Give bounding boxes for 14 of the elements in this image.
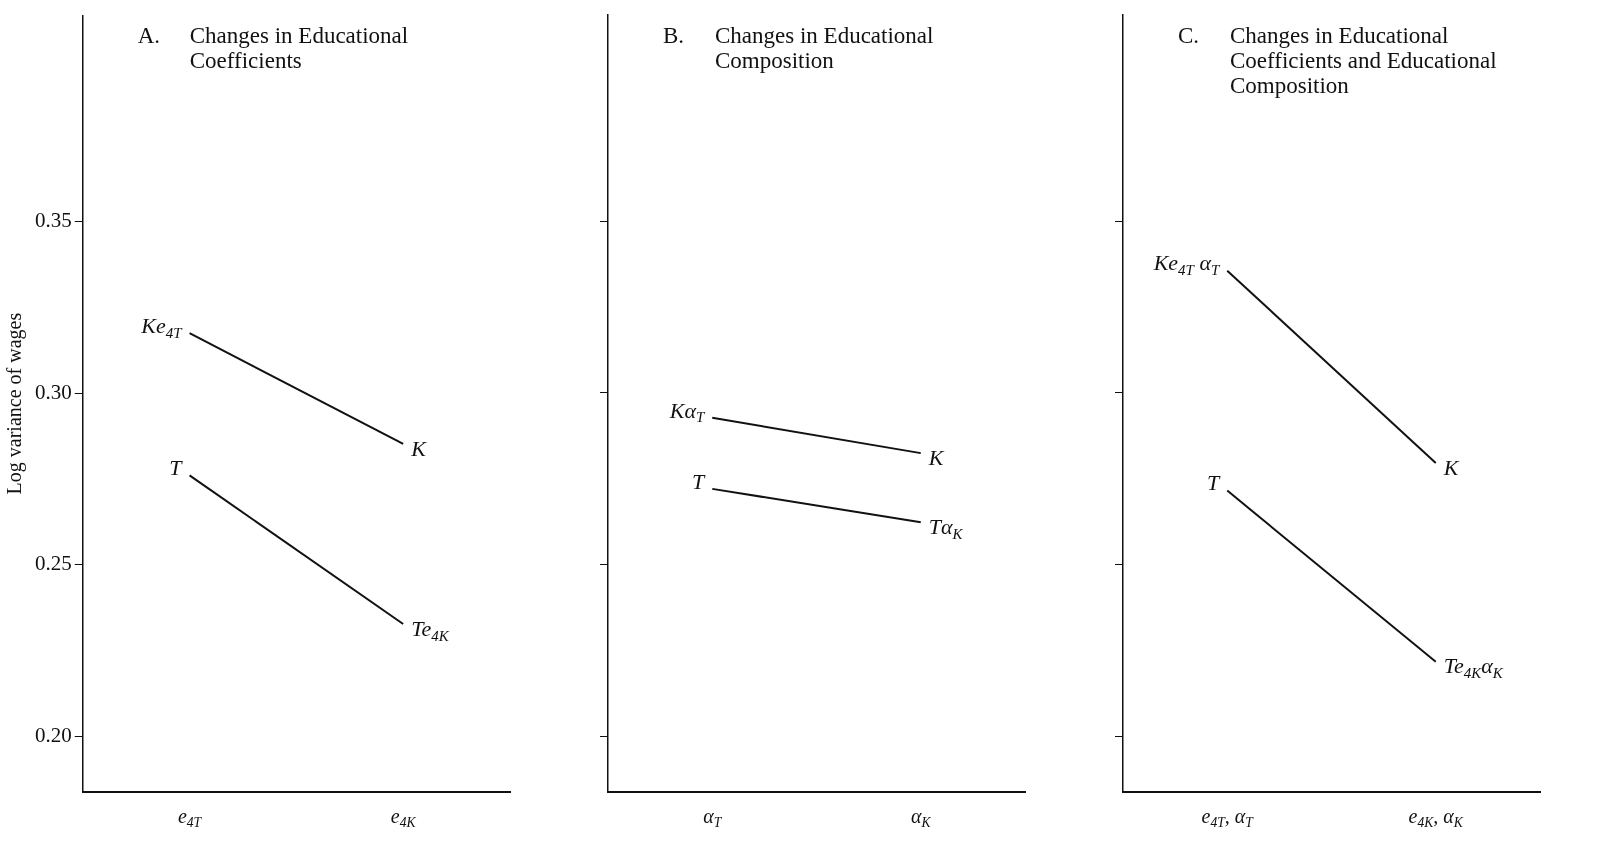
y-tick-label: 0.35 — [35, 208, 72, 233]
chart-title: A. Changes in Educational Coefficients — [137, 23, 409, 74]
annotation: K — [927, 444, 945, 470]
y-axis-title: Log variance of wages — [3, 312, 27, 495]
annotation: T — [1207, 470, 1222, 496]
annotation: T — [692, 468, 707, 494]
y-tick-label: 0.20 — [35, 723, 72, 748]
annotation: T — [169, 455, 184, 481]
y-tick-label: 0.30 — [35, 379, 72, 404]
annotation: K — [410, 435, 428, 461]
chart-title: C. Changes in Educational Coefficients and Educational Composition — [1178, 22, 1497, 98]
chart-title: B. Changes in Educational Composition — [663, 22, 934, 73]
y-tick-label: 0.25 — [35, 551, 72, 576]
annotation: K — [1442, 454, 1460, 480]
